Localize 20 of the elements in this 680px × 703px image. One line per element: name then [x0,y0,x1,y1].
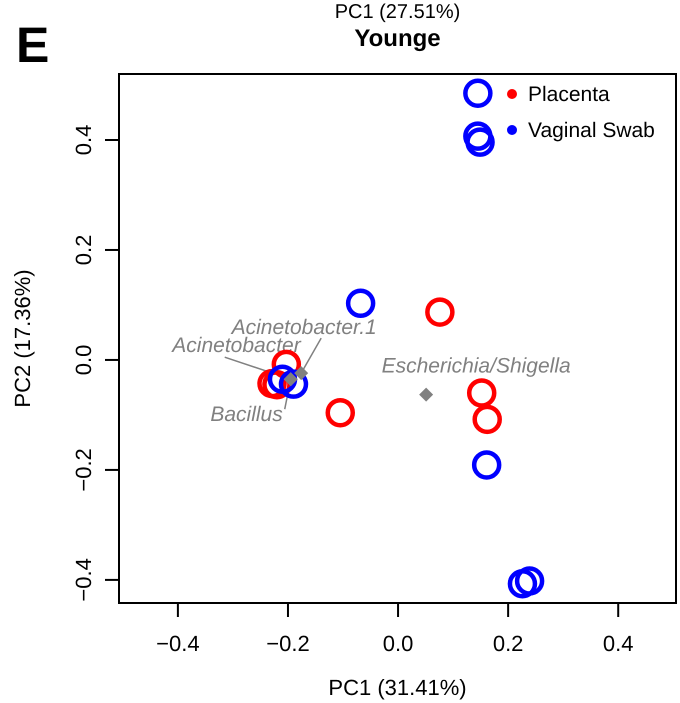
x-tick-label: 0.0 [382,631,414,656]
legend-label: Placenta [528,83,610,106]
y-tick-label: −0.2 [71,448,96,492]
text: E [16,17,50,73]
y-tick-label: −0.4 [71,558,96,602]
text: PC1 (27.51%) [334,1,460,23]
x-tick-label: 0.4 [602,631,634,656]
y-tick-label: 0.4 [71,124,96,156]
annotation: Bacillus [210,403,284,426]
y-axis-title: PC2 (17.36%) [10,269,35,408]
y-tick-label: 0.2 [71,234,96,266]
x-tick-label: −0.4 [156,631,200,656]
chart-title: Younge [354,25,441,52]
x-tick-label: 0.2 [492,631,524,656]
legend-label: Vaginal Swab [528,119,655,142]
x-tick-label: −0.2 [266,631,310,656]
annotation: Escherichia/Shigella [382,354,571,378]
annotation: Acinetobacter [170,334,302,358]
x-axis-title: PC1 (31.41%) [328,675,467,700]
y-tick-label: 0.0 [71,344,96,376]
